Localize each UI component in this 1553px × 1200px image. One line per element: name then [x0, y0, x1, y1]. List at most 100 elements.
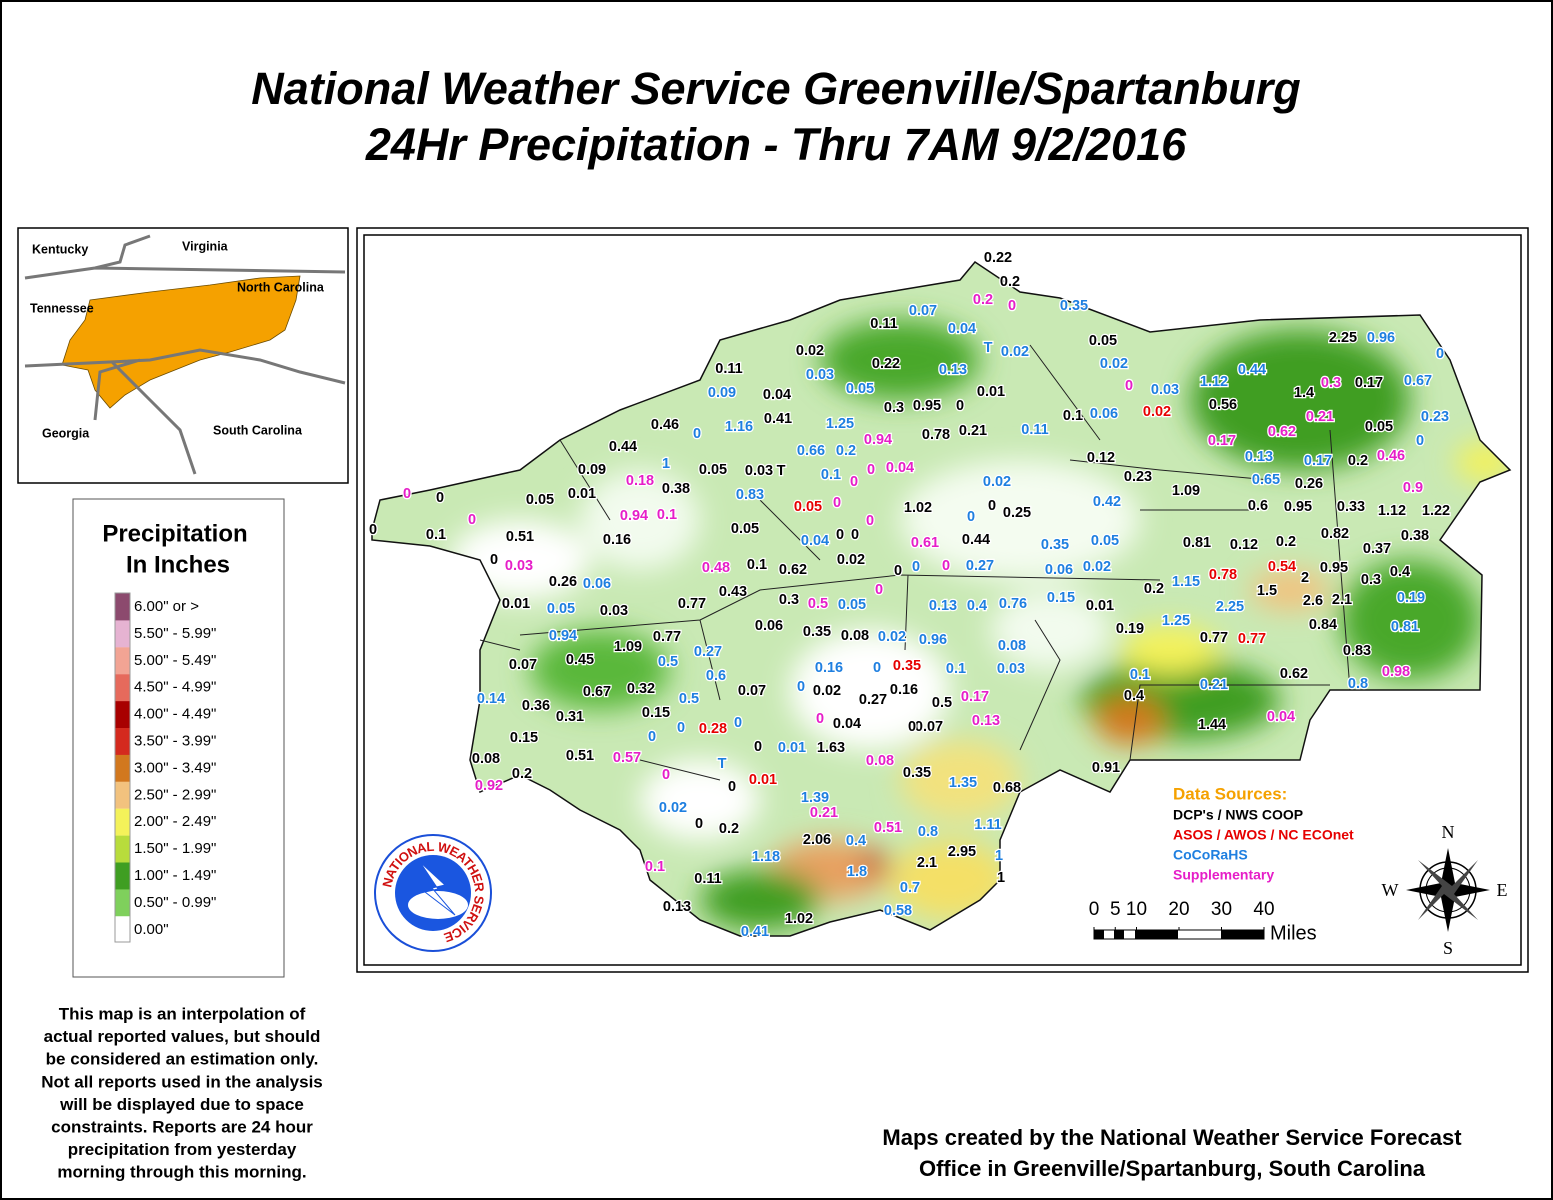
disclaimer-line: This map is an interpolation of	[59, 1004, 306, 1023]
station-report: 0	[1436, 346, 1444, 362]
inset-label: Virginia	[182, 239, 229, 253]
station-report: 0.41	[741, 924, 769, 940]
station-report: 0.2	[973, 292, 993, 308]
county-lines	[479, 344, 1351, 781]
station-report: 0.04	[833, 716, 861, 732]
station-report: 0.19	[1397, 590, 1425, 606]
station-report: 0.4	[967, 598, 987, 614]
compass-letter: S	[1443, 938, 1453, 958]
station-report: 0.81	[1391, 619, 1419, 635]
station-report: 0.66	[797, 443, 825, 459]
compass-letter: N	[1442, 822, 1455, 842]
station-report: 0.6	[1248, 498, 1268, 514]
station-report: 0.48	[702, 560, 730, 576]
scale-tick-label: 10	[1126, 899, 1147, 920]
station-report: 0.04	[886, 460, 914, 476]
station-report: 0.2	[1000, 274, 1020, 290]
station-report: 0.11	[715, 361, 742, 377]
station-report: 0.16	[815, 660, 843, 676]
station-report: 0.14	[477, 691, 505, 707]
scale-bar: Miles 0 5 10 20 30 40	[1089, 899, 1317, 944]
compass-rose: N E S W	[1382, 822, 1508, 958]
station-report: 0.46	[651, 417, 679, 433]
station-report: 0.67	[1404, 373, 1432, 389]
station-report: 0.01	[778, 740, 806, 756]
station-report: 0	[816, 711, 824, 727]
station-report: 0.2	[1276, 534, 1296, 550]
station-report: 0.43	[719, 584, 747, 600]
inset-label: South Carolina	[213, 423, 303, 437]
precip-field	[371, 261, 1511, 937]
station-report: 2.06	[803, 832, 831, 848]
station-report: 0	[875, 582, 883, 598]
station-report: 0.91	[1092, 760, 1120, 776]
station-report: 0.19	[1116, 621, 1144, 637]
station-report: 0.09	[708, 385, 736, 401]
station-report: 0.13	[972, 713, 1000, 729]
station-report: 0	[754, 739, 762, 755]
station-report: 1.63	[817, 740, 845, 756]
station-report: 1.5	[1257, 583, 1277, 599]
station-report: 0.32	[627, 681, 655, 697]
scale-tick-label: 40	[1253, 899, 1274, 920]
legend-label: 4.50" - 4.99"	[134, 679, 216, 696]
station-report: 0	[1125, 378, 1133, 394]
station-report: 0.77	[678, 596, 706, 612]
station-report: 0.1	[1063, 408, 1083, 424]
station-report: 0.28	[699, 721, 727, 737]
station-report: 1	[995, 848, 1003, 864]
legend-swatch	[115, 889, 130, 917]
station-report: 0.11	[870, 316, 897, 332]
station-report: 1.25	[1162, 613, 1190, 629]
station-report: 0.7	[900, 880, 920, 896]
station-report: 0.15	[1047, 590, 1075, 606]
legend-label: 3.00" - 3.49"	[134, 759, 216, 776]
station-report: 0.07	[738, 683, 766, 699]
station-report: 0	[967, 509, 975, 525]
scale-unit: Miles	[1270, 922, 1317, 944]
legend-swatch	[115, 647, 130, 675]
station-report: 2.25	[1216, 599, 1244, 615]
legend-swatch	[115, 862, 130, 890]
station-report: 0.95	[913, 398, 941, 414]
station-report: 0.21	[810, 805, 838, 821]
station-report: 0.78	[1209, 567, 1237, 583]
station-report: 0.1	[946, 661, 966, 677]
station-report: 1.44	[1198, 717, 1226, 733]
inset-label: Georgia	[42, 426, 90, 440]
station-report: 0.06	[1045, 562, 1073, 578]
station-report: 0.06	[755, 618, 783, 634]
station-report: 0.05	[1365, 419, 1393, 435]
station-report: 0.68	[993, 780, 1021, 796]
disclaimer-line: constraints. Reports are 24 hour	[51, 1117, 313, 1136]
station-report: 0.3	[1361, 572, 1381, 588]
credit-line: Office in Greenville/Spartanburg, South …	[919, 1156, 1426, 1181]
station-report: 0.03	[505, 558, 533, 574]
station-report: 0.54	[1268, 559, 1296, 575]
station-report: 0.02	[1083, 559, 1111, 575]
station-report: 0.27	[694, 644, 722, 660]
station-report: 0.5	[658, 654, 678, 670]
station-report: 0.61	[911, 535, 939, 551]
station-report: 0.2	[836, 443, 856, 459]
station-report: 0.4	[1390, 564, 1410, 580]
station-report: 0	[836, 527, 844, 543]
station-report: 0	[369, 522, 377, 538]
station-report: 0	[873, 660, 881, 676]
station-report: 0.77	[653, 629, 681, 645]
station-report: 1.15	[1172, 574, 1200, 590]
station-report: 0.22	[872, 356, 900, 372]
station-report: 0.02	[1001, 344, 1029, 360]
station-report: 0.8	[1348, 676, 1368, 692]
credit: Maps created by the National Weather Ser…	[882, 1125, 1462, 1181]
inset-label: North Carolina	[237, 280, 325, 294]
legend-swatch	[115, 728, 130, 755]
station-report: 0.02	[837, 552, 865, 568]
station-report: 0.16	[603, 532, 631, 548]
station-report: 0.8	[918, 824, 938, 840]
station-report: 0.78	[922, 427, 950, 443]
station-report: 0.06	[1090, 406, 1118, 422]
station-report: 0.67	[583, 684, 611, 700]
data-source-name: CoCoRaHS	[1173, 847, 1248, 863]
station-report: 0.62	[779, 562, 807, 578]
